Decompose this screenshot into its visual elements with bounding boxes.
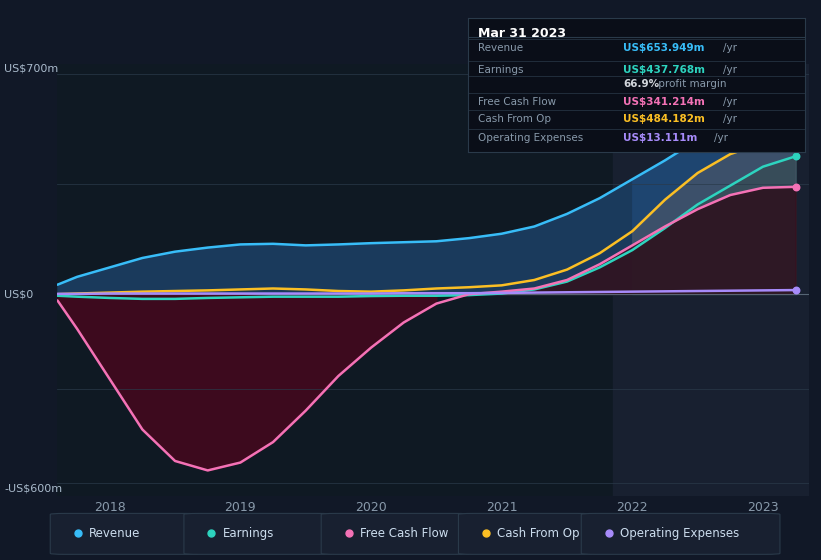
Text: profit margin: profit margin: [655, 80, 727, 90]
Point: [789, 152, 802, 161]
Text: -US$600m: -US$600m: [4, 483, 62, 493]
Point: [789, 137, 802, 146]
FancyBboxPatch shape: [184, 514, 332, 554]
Text: Free Cash Flow: Free Cash Flow: [360, 527, 448, 540]
Text: US$700m: US$700m: [4, 64, 58, 74]
Text: Cash From Op: Cash From Op: [498, 527, 580, 540]
Text: Operating Expenses: Operating Expenses: [478, 133, 584, 143]
FancyBboxPatch shape: [321, 514, 470, 554]
Text: Operating Expenses: Operating Expenses: [621, 527, 740, 540]
Text: US$484.182m: US$484.182m: [623, 114, 705, 124]
Text: Revenue: Revenue: [89, 527, 140, 540]
Text: Cash From Op: Cash From Op: [478, 114, 551, 124]
Text: US$13.111m: US$13.111m: [623, 133, 697, 143]
Text: /yr: /yr: [722, 97, 736, 107]
Text: /yr: /yr: [722, 114, 736, 124]
Text: US$341.214m: US$341.214m: [623, 97, 705, 107]
Text: US$653.949m: US$653.949m: [623, 43, 704, 53]
Text: Revenue: Revenue: [478, 43, 523, 53]
Bar: [612, 64, 809, 496]
FancyBboxPatch shape: [458, 514, 592, 554]
FancyBboxPatch shape: [50, 514, 199, 554]
Text: US$0: US$0: [4, 289, 34, 299]
Text: 66.9%: 66.9%: [623, 80, 659, 90]
Text: US$437.768m: US$437.768m: [623, 64, 705, 74]
FancyBboxPatch shape: [581, 514, 780, 554]
Text: /yr: /yr: [722, 64, 736, 74]
Text: /yr: /yr: [722, 43, 736, 53]
Text: /yr: /yr: [714, 133, 728, 143]
Point: [789, 183, 802, 192]
Text: Mar 31 2023: Mar 31 2023: [478, 27, 566, 40]
Text: Earnings: Earnings: [478, 64, 524, 74]
Text: Free Cash Flow: Free Cash Flow: [478, 97, 557, 107]
Point: [789, 84, 802, 93]
Text: Earnings: Earnings: [223, 527, 274, 540]
Point: [789, 286, 802, 295]
